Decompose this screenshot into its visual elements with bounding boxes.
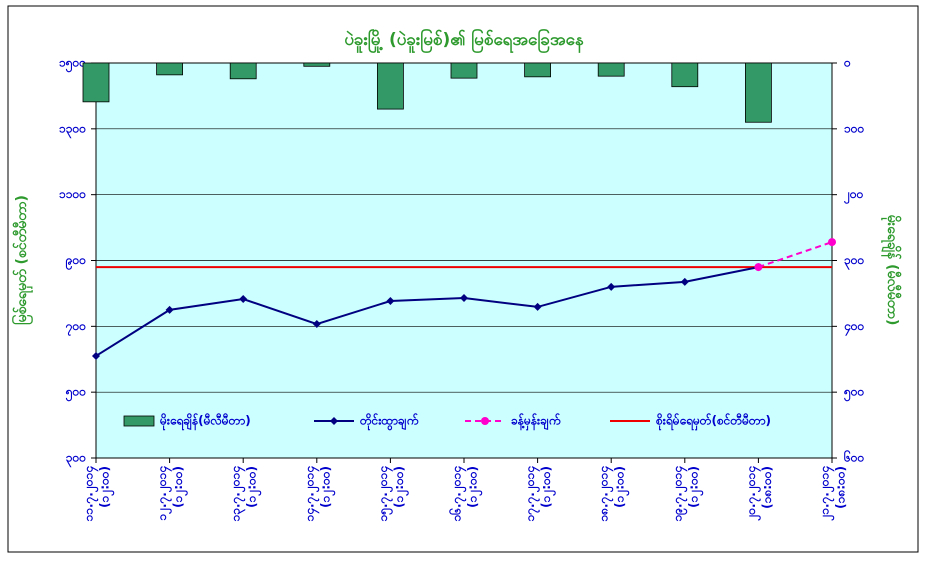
y-tick-label: ၉၀၀ <box>65 253 87 271</box>
y-tick-label: ၅၀၀ <box>65 385 87 403</box>
line <box>758 241 833 269</box>
y2-tick-label: ၄၀၀ <box>843 319 865 337</box>
y-tick-label: ၇၀၀ <box>65 319 87 337</box>
bar <box>303 62 331 67</box>
x-tick-label: (၁၈:၀၀) <box>834 466 848 509</box>
x-tick-label: (၁၂:၀၀) <box>686 466 704 508</box>
marker <box>386 296 395 305</box>
x-tick-label: ၁၆.၇.၂၀၁၄ <box>448 466 468 522</box>
x-tick-label: (၁၂:၀၀) <box>466 466 484 508</box>
y2-tick-label: ၁၀၀ <box>844 121 865 135</box>
bar <box>156 62 184 76</box>
y-tick-label: ၁၁၀၀ <box>59 187 86 201</box>
x-tick-label: ၁၅.၇.၂၀၁၄ <box>376 466 394 522</box>
y-tick-label: ၃၀၀ <box>66 451 87 469</box>
x-tick-label: ၁၁.၇.၂၀၁၄ <box>82 466 100 522</box>
bar <box>229 62 257 80</box>
x-tick-label: ၂၁.၇.၂၀၁၄ <box>818 466 836 522</box>
y-axis-label: မြစ်ရေမှတ် (စင်တီမီတာ) <box>12 195 33 325</box>
x-tick-label: ၂၀.၇.၂၀၁၄ <box>744 466 762 522</box>
x-tick-label: (၁၂:၀၀) <box>318 466 336 508</box>
y2-axis-label: မိုးရေချိန် (မီလီမီတာ) <box>881 215 901 326</box>
x-tick-label: ၁၇.၇.၂၀၁၄ <box>523 466 541 522</box>
marker <box>533 302 542 311</box>
bar <box>450 62 478 79</box>
legend-label: စိုးရိမ်ရေမှတ်(စင်တီမီတာ) <box>655 412 771 432</box>
marker <box>460 294 468 303</box>
bar <box>745 62 772 123</box>
bar <box>597 62 625 77</box>
legend-label: တိုင်းထွာချက် <box>359 412 419 432</box>
y2-tick-label: ၂၀၀ <box>843 187 864 205</box>
bar <box>82 62 110 103</box>
y-tick-label: ၁၅၀၀ <box>59 56 86 74</box>
x-tick-label: ၁၈.၇.၂၀၁၄ <box>597 466 615 522</box>
marker <box>92 351 100 360</box>
y2-tick-label: ၆၀၀ <box>843 449 865 465</box>
x-tick-label: (၁၂:၀၀) <box>392 466 410 508</box>
x-tick-label: ၁၉.၇.၂၀၁၄ <box>670 466 688 522</box>
x-tick-label: (၁၂:၀၀) <box>171 466 189 508</box>
legend-label: မိုးရေချိန်(မီလီမီတာ) <box>159 412 251 432</box>
bar <box>524 62 551 78</box>
chart-title: ပဲခူးမြို့ (ပဲခူးမြစ်)၏ မြစ်ရေအခြေအနေ <box>344 27 584 54</box>
y2-tick-label: ၅၀၀ <box>843 385 865 403</box>
x-tick-label: ၁၄.၇.၂၀၁၄ <box>302 466 320 522</box>
x-tick-label: (၁၂:၀၀) <box>245 466 263 508</box>
marker <box>239 295 248 304</box>
marker <box>680 277 689 286</box>
marker <box>165 305 174 314</box>
marker <box>607 282 616 291</box>
x-tick-label: ၁၃.၇.၂၀၁၄ <box>229 466 247 522</box>
y2-tick-label: ၃၀၀ <box>844 253 865 271</box>
line <box>95 266 759 357</box>
legend-swatch <box>123 415 155 427</box>
bar <box>376 62 404 110</box>
x-tick-label: (၁၂:၀၀) <box>98 466 116 508</box>
bar <box>671 62 699 88</box>
legend-label: ခန့်မှန်းချက် <box>511 412 561 432</box>
x-tick-label: (၁၂:၀၀) <box>539 466 557 508</box>
marker <box>828 238 836 247</box>
y2-tick-label: ၀ <box>843 56 851 70</box>
legend-marker <box>481 417 489 425</box>
marker <box>754 263 763 272</box>
x-tick-label: ၁၂.၇.၂၀၁၄ <box>155 466 173 521</box>
y-tick-label: ၁၃၀၀ <box>59 121 86 139</box>
marker <box>312 320 321 329</box>
x-tick-label: (၁၈:၀၀) <box>760 466 774 509</box>
x-tick-label: (၁၂:၀၀) <box>613 466 631 508</box>
legend-marker <box>330 417 338 425</box>
